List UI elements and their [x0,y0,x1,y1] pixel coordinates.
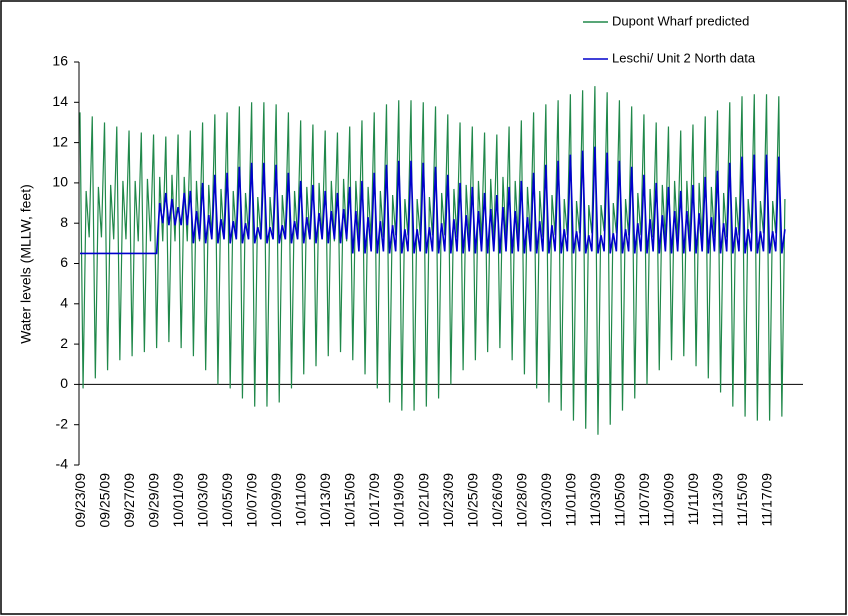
legend-label: Dupont Wharf predicted [612,13,749,28]
x-tick-label: 10/13/09 [317,473,333,528]
x-tick-label: 10/30/09 [538,473,554,528]
x-tick-label: 11/05/09 [611,473,627,527]
x-tick-label: 10/15/09 [342,473,358,528]
x-tick-label: 10/03/09 [195,473,211,528]
x-tick-label: 09/27/09 [121,473,137,528]
x-tick-label: 10/05/09 [219,473,235,528]
x-tick-label: 10/23/09 [440,473,456,528]
x-tick-label: 11/07/09 [636,473,652,527]
x-tick-label: 11/17/09 [759,473,775,527]
x-tick-label: 09/23/09 [72,473,88,528]
y-tick-label: 2 [60,335,68,351]
x-tick-label: 11/13/09 [709,473,725,527]
x-tick-label: 11/03/09 [587,473,603,527]
x-tick-label: 10/19/09 [391,473,407,528]
x-tick-label: 10/17/09 [366,473,382,528]
y-axis-label: Water levels (MLLW, feet) [18,184,34,343]
y-tick-label: 10 [52,174,68,190]
x-tick-label: 09/29/09 [146,473,162,528]
x-tick-label: 10/25/09 [464,473,480,528]
series-line [80,146,786,255]
y-tick-label: 12 [52,133,68,149]
y-tick-label: -2 [56,415,69,431]
x-tick-label: 11/15/09 [734,473,750,527]
y-tick-label: 16 [52,53,68,69]
x-tick-label: 11/11/09 [685,473,701,526]
x-tick-label: 10/28/09 [513,473,529,528]
x-tick-label: 11/09/09 [660,473,676,527]
y-tick-label: 8 [60,214,68,230]
x-tick-label: 09/25/09 [97,473,113,528]
x-tick-label: 10/21/09 [415,473,431,528]
legend-label: Leschi/ Unit 2 North data [612,50,756,65]
y-tick-label: -4 [56,456,69,472]
y-tick-label: 0 [60,375,68,391]
x-tick-label: 10/01/09 [170,473,186,528]
y-tick-label: 4 [60,295,68,311]
x-tick-label: 10/09/09 [268,473,284,528]
y-tick-label: 14 [52,93,68,109]
x-tick-label: 10/07/09 [244,473,260,528]
y-tick-label: 6 [60,254,68,270]
x-tick-label: 10/11/09 [293,473,309,527]
x-tick-label: 11/01/09 [562,473,578,527]
x-tick-label: 10/26/09 [489,473,505,528]
